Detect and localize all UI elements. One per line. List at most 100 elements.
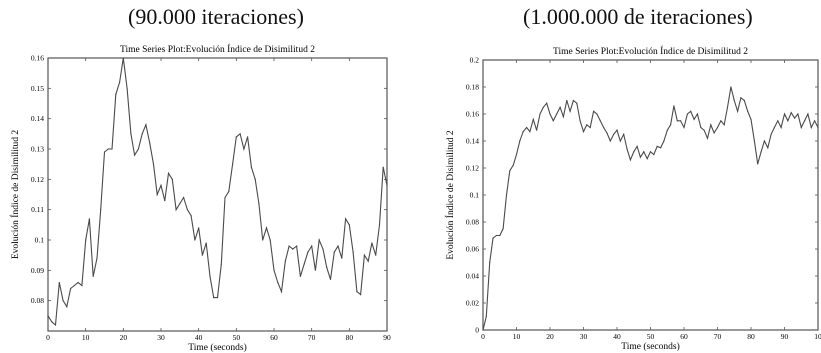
chart-left-data-point bbox=[201, 254, 203, 256]
chart-right-data-point bbox=[502, 228, 504, 230]
chart-left-data-point bbox=[348, 224, 350, 226]
chart-left-data-point bbox=[194, 239, 196, 241]
chart-left-data-point bbox=[216, 297, 219, 299]
chart-left-data-point bbox=[329, 278, 332, 280]
chart-right-data-point bbox=[653, 153, 655, 156]
chart-right-data-point bbox=[609, 140, 611, 142]
chart-left-ytick-label: 0.16 bbox=[31, 54, 44, 63]
chart-left-data-point bbox=[224, 196, 226, 199]
chart-left-data-point bbox=[62, 300, 64, 302]
chart-right-data-point bbox=[569, 110, 571, 112]
chart-right-data-point bbox=[576, 102, 578, 104]
chart-left-data-point bbox=[175, 209, 177, 211]
chart-right-data-point bbox=[740, 97, 742, 99]
chart-left-data-point bbox=[54, 324, 57, 326]
chart-right-ytick-label: 0.04 bbox=[466, 272, 479, 281]
chart-left-data-point bbox=[288, 245, 290, 247]
chart-right-data-point bbox=[760, 151, 762, 153]
caption-90000-iterations: (90.000 iteraciones) bbox=[128, 4, 304, 29]
chart-right-title: Time Series Plot:Evolución Índice de Dis… bbox=[553, 45, 748, 57]
chart-left-data-point bbox=[160, 184, 162, 186]
chart-right-data-point bbox=[794, 117, 796, 119]
chart-right-ytick-label: 0.16 bbox=[466, 110, 479, 119]
chart-right-data-point bbox=[673, 105, 675, 107]
chart-right-data-point bbox=[690, 110, 692, 112]
chart-right-data-point bbox=[522, 131, 524, 133]
chart-right-data-point bbox=[646, 158, 648, 160]
chart-left-data-point bbox=[213, 297, 215, 299]
chart-left-data-point bbox=[235, 136, 237, 138]
chart-right-data-point bbox=[636, 145, 638, 147]
chart-right-data-point bbox=[643, 151, 645, 153]
chart-right-ytick-label: 0.06 bbox=[466, 245, 479, 254]
chart-right-data-point bbox=[743, 99, 745, 102]
chart-left-data-point bbox=[292, 248, 294, 250]
chart-right-data-point bbox=[562, 116, 564, 118]
chart-left-data-point bbox=[341, 257, 343, 259]
chart-left-ytick-label: 0.12 bbox=[31, 175, 44, 184]
chart-right-data-point bbox=[780, 126, 782, 129]
chart-left-data-point bbox=[273, 269, 275, 271]
chart-right-data-point bbox=[613, 133, 615, 135]
chart-left-data-point bbox=[307, 251, 309, 253]
chart-right-xtick-label: 0 bbox=[481, 332, 485, 341]
chart-left-data-point bbox=[280, 291, 283, 293]
chart-left-data-point bbox=[265, 227, 268, 229]
chart-left-data-point bbox=[386, 184, 388, 186]
chart-right-data-point bbox=[599, 120, 601, 122]
chart-left-data-point bbox=[73, 284, 75, 287]
chart-left-xtick-label: 60 bbox=[270, 333, 278, 342]
chart-left-data-point bbox=[352, 251, 354, 253]
chart-left-data-point bbox=[47, 315, 49, 317]
chart-left-data-point bbox=[103, 151, 106, 153]
chart-right-data-point bbox=[750, 118, 752, 120]
chart-right-data-point bbox=[777, 120, 779, 122]
chart-left-data-point bbox=[88, 218, 90, 220]
chart-left-data-point bbox=[58, 281, 60, 284]
chart-right-data-point bbox=[633, 151, 635, 153]
chart-right-ytick-label: 0.1 bbox=[470, 191, 480, 200]
chart-right-ytick-label: 0.2 bbox=[470, 56, 480, 65]
chart-left-data-point bbox=[85, 239, 87, 241]
chart-left-x-axis-label: Time (seconds) bbox=[188, 342, 247, 353]
chart-right-data-point bbox=[556, 113, 558, 115]
chart-right-data-point bbox=[495, 234, 497, 237]
chart-right-data-point bbox=[499, 234, 501, 237]
chart-right-data-point bbox=[606, 132, 608, 134]
chart-right-data-point bbox=[797, 113, 799, 115]
chart-left-data-point bbox=[262, 239, 264, 241]
chart-right-data-point bbox=[536, 129, 538, 131]
chart-left-y-axis-label: Evolución Índice de Disimilitud 2 bbox=[9, 130, 21, 260]
chart-left-data-point bbox=[356, 291, 358, 293]
chart-left-xtick-label: 20 bbox=[120, 333, 128, 342]
chart-left-data-point bbox=[311, 245, 313, 247]
chart-left-data-point bbox=[375, 254, 377, 256]
chart-left-data-point bbox=[232, 163, 234, 165]
chart-left-data-point bbox=[322, 248, 324, 250]
chart-right-data-point bbox=[586, 124, 588, 126]
chart-left-data-point bbox=[70, 287, 72, 290]
chart-left-data-point bbox=[314, 269, 316, 271]
chart-left-data-point bbox=[326, 266, 328, 268]
chart-left-ytick-label: 0.1 bbox=[35, 236, 45, 245]
chart-right-data-point bbox=[676, 120, 678, 122]
chart-left-data-point bbox=[100, 209, 102, 211]
chart-right-data-point bbox=[546, 102, 548, 104]
chart-right-xtick-label: 20 bbox=[546, 332, 554, 341]
chart-right-data-point bbox=[603, 126, 605, 129]
chart-left-data-point bbox=[167, 172, 170, 174]
chart-right-data-point bbox=[629, 159, 631, 161]
chart-left-xtick-label: 40 bbox=[195, 333, 203, 342]
chart-right-data-point bbox=[716, 126, 719, 129]
chart-left-data-point bbox=[296, 245, 298, 247]
chart-right-xtick-label: 40 bbox=[613, 332, 621, 341]
chart-left-data-point bbox=[371, 242, 373, 244]
chart-right-data-point bbox=[726, 106, 729, 108]
chart-right-data-point bbox=[512, 164, 514, 166]
chart-left-data-point bbox=[299, 275, 301, 277]
chart-left-xtick-label: 70 bbox=[308, 333, 316, 342]
chart-right-data-point bbox=[593, 110, 595, 112]
chart-left-xtick-label: 30 bbox=[157, 333, 165, 342]
chart-left-data-point bbox=[284, 260, 286, 262]
chart-right-y-axis-label: Evolución Índice de Disimilitud 2 bbox=[444, 130, 456, 260]
